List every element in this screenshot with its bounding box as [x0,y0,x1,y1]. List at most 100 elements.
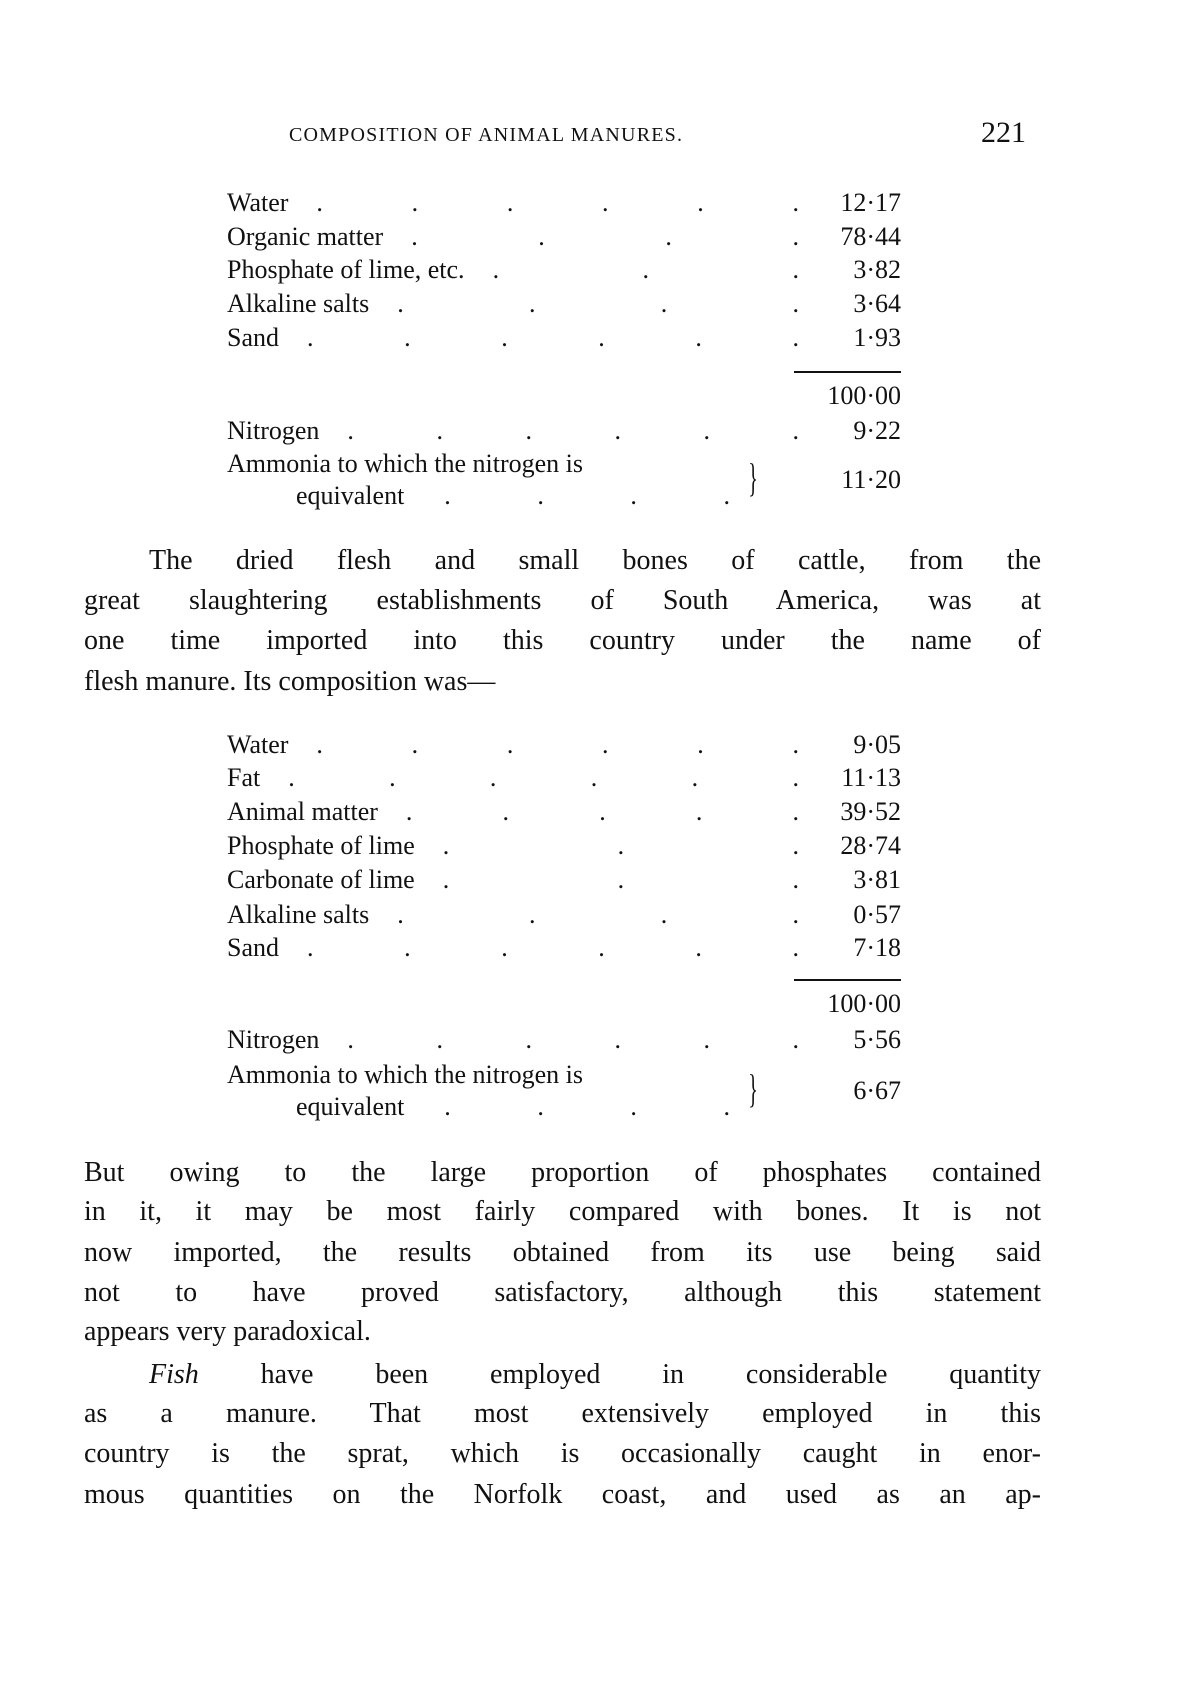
leader-dot: . [347,1025,354,1054]
text-line: country is the sprat, which is occasiona… [84,1438,1041,1469]
leader-dots: ...... [260,763,813,793]
leader-dot: . [695,323,702,352]
leader-dot: . [537,481,544,510]
sum-rule [794,979,901,981]
ammonia-label-line2: equivalent.... [296,1092,730,1124]
leader-dot: . [723,1092,730,1121]
leader-dot: . [397,900,404,929]
leader-dot: . [598,323,605,352]
leader-dot: . [703,416,710,445]
leader-dot: . [792,865,800,894]
leader-dots: ...... [288,730,813,760]
brace-icon: } [748,1066,758,1111]
leader-dot: . [792,797,799,826]
row-label: Phosphate of lime, etc. [227,255,465,284]
row-label: Water [227,730,289,759]
leader-dot: . [501,323,508,352]
table-row: Fat...... 11·13 [227,763,901,795]
leader-dot: . [307,323,314,352]
leader-dot: . [617,865,625,894]
leader-dots: ...... [319,416,813,446]
leader-dots: ...... [288,188,813,218]
leader-dot: . [792,933,799,962]
row-label: Organic matter [227,222,384,251]
leader-dot: . [630,481,637,510]
text-line: But owing to the large proportion of pho… [84,1157,1041,1188]
leader-dot: . [436,1025,443,1054]
leader-dot: . [792,831,799,860]
row-label: Water [227,188,289,217]
row-value: 39·52 [840,797,901,826]
row-label: Phosphate of lime [227,831,415,860]
leader-dot: . [525,416,532,445]
leader-dot: . [389,763,396,792]
text-line: flesh manure. Its composition was— [84,666,496,697]
leader-dot: . [599,797,606,826]
leader-dot: . [660,289,668,318]
table-row: Sand...... 1·93 [227,323,901,355]
leader-dot: . [444,481,451,510]
leader-dot: . [444,1092,451,1121]
row-value: 0·57 [853,900,901,929]
leader-dot: . [405,797,413,826]
leader-dot: . [316,730,323,759]
row-value: 28·74 [840,831,901,860]
leader-dots: .... [383,222,813,252]
leader-dot: . [590,763,598,792]
leader-dot: . [307,933,314,962]
brace-icon: } [748,455,758,500]
leader-dot: . [697,188,704,217]
row-label: Sand [227,933,279,962]
page-number: 221 [981,116,1026,149]
text-line: now imported, the results obtained from … [84,1237,1041,1268]
table-row: Alkaline salts.... 0·57 [227,900,901,932]
row-label: equivalent [296,481,405,510]
nitrogen-row: Nitrogen...... 5·56 [227,1025,901,1057]
row-value: 9·05 [853,730,901,759]
ammonia-value: 6·67 [853,1076,901,1105]
leader-dot: . [665,222,672,251]
leader-dot: . [614,416,621,445]
row-label: Fat [227,763,261,792]
ammonia-label-line1: Ammonia to which the nitrogen is [227,1060,584,1089]
leader-dot: . [617,831,625,860]
leader-dot: . [792,900,799,929]
text-line: great slaughtering establishments of Sou… [84,585,1041,616]
leader-dot: . [598,933,605,962]
leader-dot: . [411,730,419,759]
table-row: Water...... 12·17 [227,188,901,220]
table-row: Water...... 9·05 [227,730,901,762]
leader-dot: . [436,416,443,445]
leader-dot: . [642,255,650,284]
ammonia-value: 11·20 [841,465,901,494]
running-header: COMPOSITION OF ANIMAL MANURES. [289,124,684,146]
table-row: Alkaline salts.... 3·64 [227,289,901,321]
leader-dot: . [691,763,699,792]
table-row: Phosphate of lime... 28·74 [227,831,901,863]
leader-dot: . [695,933,702,962]
row-value: 3·81 [853,865,901,894]
leader-dot: . [397,289,404,318]
leader-dot: . [501,933,508,962]
leader-dot: . [697,730,704,759]
leader-dots: ... [415,831,813,861]
sum-rule [794,371,901,373]
leader-dot: . [695,797,703,826]
leader-dots: ..... [378,797,813,827]
row-value: 12·17 [840,188,901,217]
leader-dot: . [792,289,799,318]
leader-dot: . [602,730,609,759]
total-value: 100·00 [827,989,901,1018]
row-value: 7·18 [853,933,901,962]
text-line: Fish have been employed in considerable … [149,1358,1041,1392]
ammonia-label-line2: equivalent.... [296,481,730,513]
row-label: Alkaline salts [227,289,370,318]
row-value: 3·82 [853,255,901,284]
leader-dot: . [792,1025,800,1054]
leader-dot: . [347,416,354,445]
leader-dot: . [442,865,450,894]
leader-dots: ...... [319,1025,813,1055]
text-line: not to have proved satisfactory, althoug… [84,1277,1041,1308]
leader-dot: . [525,1025,532,1054]
leader-dot: . [792,222,799,251]
